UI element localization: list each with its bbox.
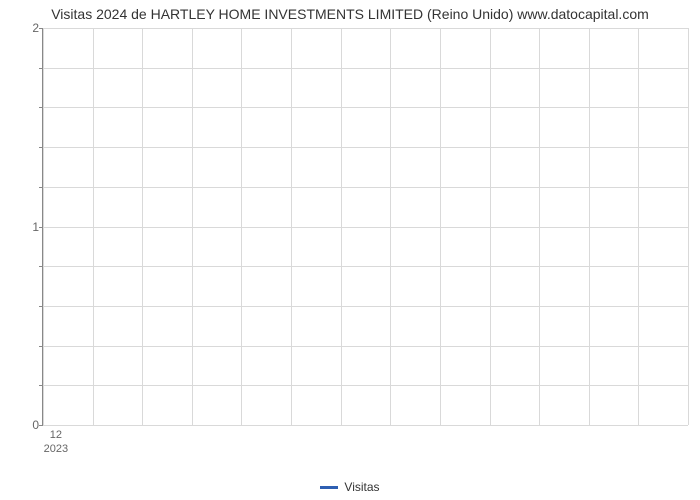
gridline-vertical (291, 28, 292, 425)
gridline-horizontal (43, 28, 688, 29)
legend: Visitas (0, 479, 700, 494)
gridline-vertical (43, 28, 44, 425)
gridline-vertical (688, 28, 689, 425)
gridline-vertical (638, 28, 639, 425)
gridline-horizontal (43, 425, 688, 426)
gridline-vertical (390, 28, 391, 425)
gridline-horizontal (43, 187, 688, 188)
plot-area: 2 1 0 12 2023 (42, 28, 688, 426)
gridline-horizontal (43, 68, 688, 69)
gridline-horizontal (43, 107, 688, 108)
gridline-vertical (539, 28, 540, 425)
legend-label: Visitas (344, 480, 379, 494)
gridline-horizontal (43, 306, 688, 307)
gridline-horizontal (43, 227, 688, 228)
y-tick-label: 2 (21, 21, 39, 35)
chart-title: Visitas 2024 de HARTLEY HOME INVESTMENTS… (0, 0, 700, 24)
gridline-vertical (589, 28, 590, 425)
gridline-vertical (490, 28, 491, 425)
gridline-vertical (142, 28, 143, 425)
gridline-horizontal (43, 385, 688, 386)
x-tick-label: 12 (50, 429, 62, 441)
y-tick-label: 1 (21, 220, 39, 234)
gridline-vertical (241, 28, 242, 425)
gridline-horizontal (43, 147, 688, 148)
gridline-vertical (341, 28, 342, 425)
gridline-horizontal (43, 266, 688, 267)
gridline-vertical (192, 28, 193, 425)
chart-area: 2 1 0 12 2023 (28, 28, 688, 456)
y-tick-mark (39, 425, 43, 426)
gridline-vertical (440, 28, 441, 425)
y-tick-label: 0 (21, 418, 39, 432)
x-tick-label-secondary: 2023 (44, 443, 68, 455)
legend-swatch (320, 486, 338, 489)
gridline-horizontal (43, 346, 688, 347)
gridline-vertical (93, 28, 94, 425)
